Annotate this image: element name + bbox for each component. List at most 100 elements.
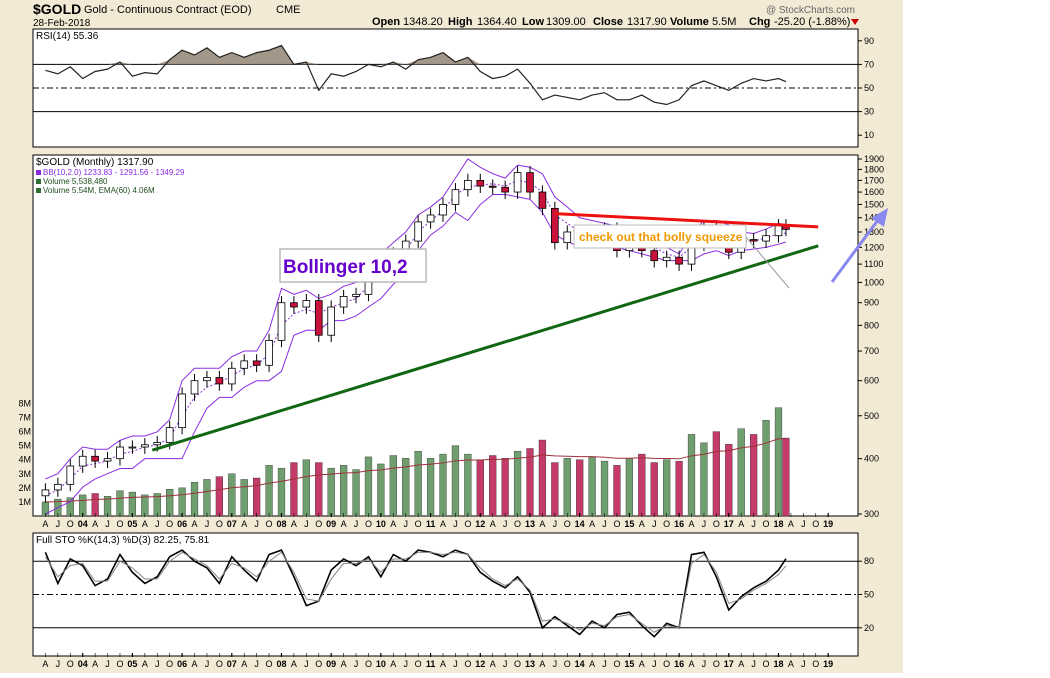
series-legend-entry: BB(10,2.0) 1233.83 - 1291.56 - 1349.29 — [43, 168, 185, 177]
stochastic-y-tick-label: 50 — [864, 590, 874, 600]
series-legend-entry: Volume 5,538,480 — [43, 177, 108, 186]
x-tick-label: 15 — [624, 659, 634, 669]
x-tick-label: A — [42, 519, 48, 529]
x-tick-label: 06 — [177, 659, 187, 669]
x-tick-label: O — [763, 659, 770, 669]
volume-axis-label: 8M — [18, 398, 31, 408]
stochastic-y-tick-label: 20 — [864, 623, 874, 633]
candle-body — [103, 458, 112, 462]
x-tick-label: O — [663, 659, 670, 669]
x-tick-label: J — [403, 519, 408, 529]
x-tick-label: 08 — [276, 519, 286, 529]
open-value: 1348.20 — [403, 16, 443, 28]
price-y-tick-label: 900 — [864, 298, 879, 308]
volume-bar — [563, 458, 571, 517]
candle-body — [675, 256, 683, 265]
x-tick-label: O — [116, 519, 123, 529]
x-tick-label: A — [192, 659, 198, 669]
volume-bar — [551, 462, 559, 517]
price-y-tick-label: 1300 — [864, 227, 884, 237]
x-tick-label: A — [490, 519, 496, 529]
volume-axis-label: 5M — [18, 441, 31, 451]
x-tick-label: A — [192, 519, 198, 529]
candle-body — [476, 179, 485, 187]
price-y-tick-label: 300 — [864, 509, 879, 519]
candle-body — [563, 231, 572, 244]
arrow-head-icon — [871, 208, 888, 227]
x-tick-label: J — [354, 519, 359, 529]
candle-body — [762, 235, 770, 242]
x-tick-label: J — [751, 659, 756, 669]
x-tick-label: O — [464, 519, 471, 529]
volume-axis-label: 2M — [18, 483, 31, 493]
volume-bar — [782, 437, 790, 517]
chg-label: Chg — [749, 16, 770, 28]
volume-bar — [675, 460, 683, 517]
volume-bar — [265, 465, 273, 517]
price-y-tick-label: 1100 — [864, 259, 883, 269]
low-value: 1309.00 — [546, 16, 586, 28]
squeeze-callout: check out that bolly squeeze — [573, 224, 790, 289]
x-tick-label: O — [514, 519, 521, 529]
price-y-tick-label: 500 — [864, 411, 879, 421]
x-tick-label: A — [539, 519, 545, 529]
rsi-line — [45, 44, 787, 106]
x-tick-label: 11 — [426, 519, 436, 529]
candle-body — [153, 442, 162, 446]
x-tick-label: A — [390, 519, 396, 529]
x-tick-label: O — [713, 519, 720, 529]
x-tick-label: J — [553, 519, 558, 529]
volume-bar — [625, 458, 634, 517]
volume-bar — [600, 460, 609, 517]
x-tick-label: O — [166, 659, 173, 669]
x-tick-label: 10 — [376, 519, 386, 529]
candle-body — [551, 207, 559, 244]
volume-axis-label: 3M — [18, 469, 31, 479]
legend-swatch — [36, 170, 41, 175]
x-tick-label: A — [440, 519, 446, 529]
x-tick-label: J — [354, 659, 359, 669]
x-tick-label: O — [116, 659, 123, 669]
ohlc-summary: Open 1348.20 High 1364.40 Low 1309.00 Cl… — [372, 16, 859, 28]
x-tick-label: 17 — [724, 519, 734, 529]
x-tick-label: J — [801, 659, 806, 669]
candle-body — [414, 221, 422, 242]
x-tick-label: A — [142, 519, 148, 529]
volume-bar — [290, 462, 298, 517]
x-tick-label: 19 — [823, 659, 833, 669]
x-tick-label: 09 — [326, 519, 336, 529]
volume-bar — [128, 491, 137, 517]
price-y-tick-label: 800 — [864, 320, 879, 330]
exchange-label: CME — [276, 4, 300, 16]
rsi-panel: 10 30 50 70 90 RSI(14) 55.36 — [32, 28, 874, 148]
x-tick-label: O — [415, 659, 422, 669]
x-tick-label: A — [788, 659, 794, 669]
volume-bar — [91, 493, 99, 517]
candle-body — [501, 186, 509, 193]
chart-date: 28-Feb-2018 — [33, 18, 91, 29]
x-tick-label: 12 — [475, 659, 485, 669]
volume-bar — [327, 467, 335, 517]
x-tick-label: A — [92, 519, 98, 529]
volume-axis-label: 1M — [18, 497, 31, 507]
volume-axis-label: 6M — [18, 427, 31, 437]
candle-body — [439, 204, 447, 216]
price-y-tick-label: 1200 — [864, 242, 884, 252]
x-tick-label: O — [663, 519, 670, 529]
candle-body — [41, 489, 50, 497]
x-tick-label: J — [503, 659, 508, 669]
x-tick-label: O — [564, 519, 571, 529]
x-tick-label: J — [702, 659, 707, 669]
volume-bar — [190, 482, 199, 517]
candle-body — [116, 446, 124, 460]
x-tick-label: A — [341, 519, 347, 529]
x-tick-label: J — [453, 519, 458, 529]
price-y-tick-label: 1900 — [864, 154, 884, 164]
candle-body — [513, 172, 522, 193]
down-triangle-icon — [851, 19, 859, 25]
resistance-trendline — [554, 212, 819, 229]
volume-bar — [178, 487, 186, 517]
symbol-title: $GOLD — [33, 1, 81, 17]
x-tick-label: 05 — [127, 659, 137, 669]
x-tick-label: 15 — [624, 519, 634, 529]
